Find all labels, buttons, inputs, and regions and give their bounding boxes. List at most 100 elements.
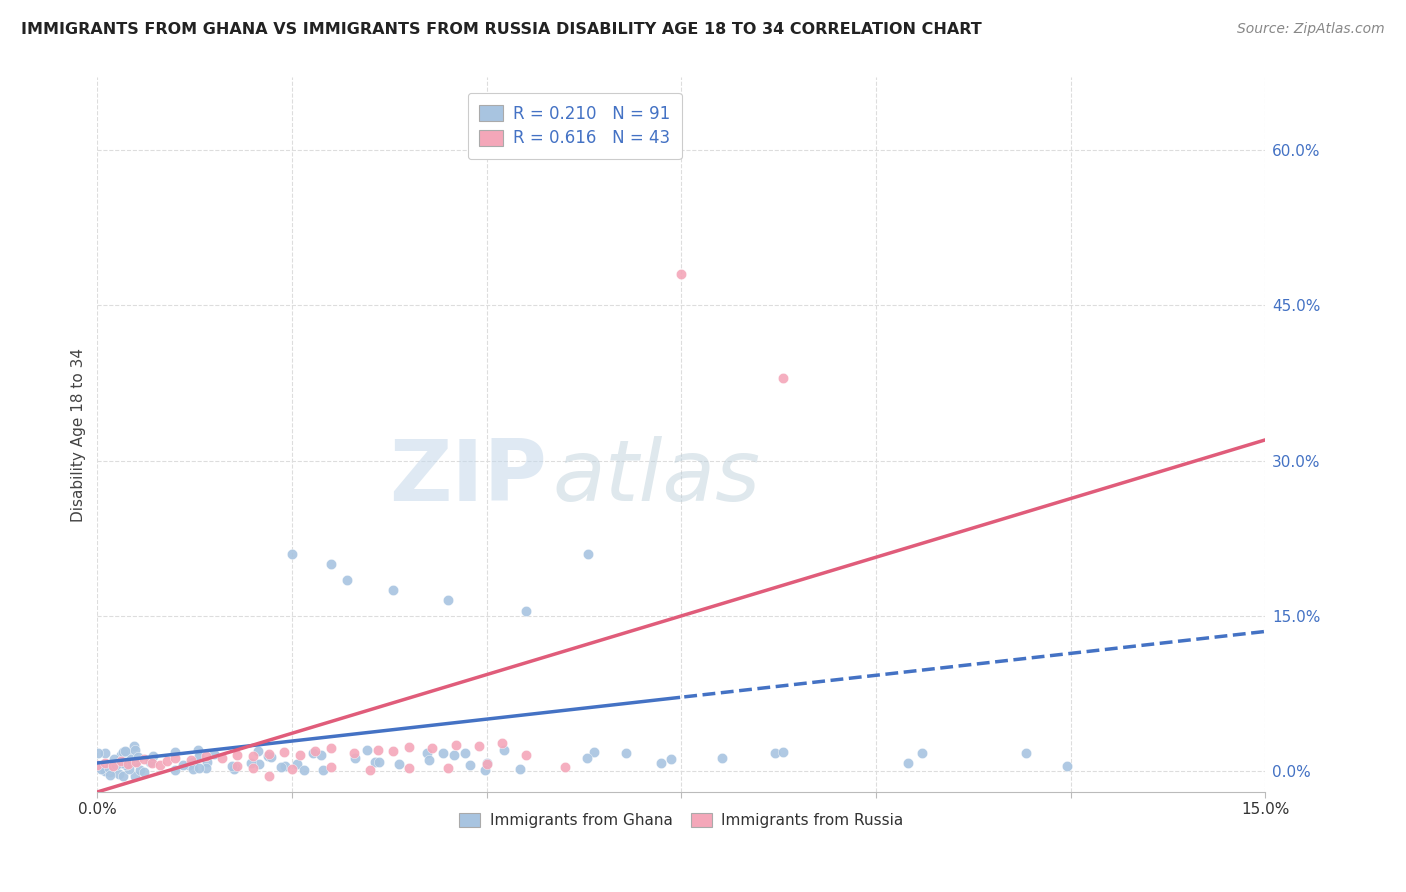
Point <box>110 747 132 762</box>
Point <box>772 370 794 384</box>
Point <box>117 757 139 772</box>
Point <box>420 741 443 756</box>
Point <box>180 753 202 767</box>
Point <box>114 743 136 757</box>
Point <box>509 762 531 776</box>
Point <box>319 741 342 756</box>
Y-axis label: Disability Age 18 to 34: Disability Age 18 to 34 <box>72 348 86 522</box>
Point <box>247 757 270 772</box>
Point <box>103 752 125 766</box>
Point <box>211 751 233 765</box>
Point <box>911 746 934 760</box>
Point <box>127 750 149 764</box>
Point <box>163 763 186 777</box>
Point <box>436 593 458 607</box>
Point <box>247 744 270 758</box>
Point <box>114 757 136 772</box>
Point <box>188 762 211 776</box>
Point <box>288 747 311 762</box>
Point <box>515 747 537 762</box>
Point <box>343 746 366 760</box>
Point <box>257 769 280 783</box>
Point <box>659 752 682 766</box>
Point <box>454 746 477 760</box>
Point <box>474 763 496 777</box>
Point <box>124 755 146 769</box>
Point <box>356 743 378 757</box>
Point <box>120 752 142 766</box>
Point <box>711 751 734 765</box>
Text: Source: ZipAtlas.com: Source: ZipAtlas.com <box>1237 22 1385 37</box>
Point <box>108 767 131 781</box>
Point <box>763 746 786 760</box>
Point <box>129 764 152 778</box>
Point <box>195 755 218 769</box>
Point <box>111 756 134 770</box>
Point <box>285 757 308 772</box>
Point <box>221 759 243 773</box>
Point <box>104 758 127 772</box>
Point <box>240 756 263 770</box>
Point <box>98 768 121 782</box>
Point <box>388 756 411 771</box>
Point <box>302 747 325 761</box>
Point <box>177 757 200 772</box>
Point <box>132 752 155 766</box>
Text: IMMIGRANTS FROM GHANA VS IMMIGRANTS FROM RUSSIA DISABILITY AGE 18 TO 34 CORRELAT: IMMIGRANTS FROM GHANA VS IMMIGRANTS FROM… <box>21 22 981 37</box>
Point <box>142 748 165 763</box>
Point <box>304 743 326 757</box>
Point <box>101 759 124 773</box>
Point <box>195 748 218 763</box>
Point <box>124 743 146 757</box>
Point <box>416 746 439 760</box>
Point <box>367 755 389 769</box>
Point <box>260 750 283 764</box>
Point <box>156 754 179 768</box>
Point <box>94 746 117 760</box>
Point <box>443 747 465 762</box>
Point <box>181 756 204 770</box>
Point <box>118 762 141 776</box>
Point <box>614 747 637 761</box>
Point <box>187 743 209 757</box>
Point <box>554 760 576 774</box>
Point <box>122 739 145 753</box>
Point <box>202 747 225 761</box>
Point <box>124 769 146 783</box>
Point <box>359 763 381 777</box>
Point <box>172 757 194 772</box>
Point <box>367 742 389 756</box>
Point <box>194 761 217 775</box>
Legend: Immigrants from Ghana, Immigrants from Russia: Immigrants from Ghana, Immigrants from R… <box>453 806 910 834</box>
Point <box>772 745 794 759</box>
Point <box>257 749 280 764</box>
Point <box>492 743 515 757</box>
Point <box>468 739 491 754</box>
Point <box>281 762 304 776</box>
Point <box>382 743 405 757</box>
Text: ZIP: ZIP <box>389 436 547 519</box>
Point <box>98 761 121 775</box>
Point <box>149 758 172 772</box>
Point <box>671 267 693 281</box>
Point <box>311 764 333 778</box>
Point <box>515 604 537 618</box>
Point <box>93 764 115 779</box>
Point <box>110 754 132 768</box>
Point <box>226 759 249 773</box>
Point <box>458 758 481 772</box>
Point <box>226 747 249 762</box>
Text: atlas: atlas <box>553 436 761 519</box>
Point <box>111 745 134 759</box>
Point <box>364 755 387 769</box>
Point <box>444 739 467 753</box>
Point <box>86 746 108 760</box>
Point <box>650 756 672 770</box>
Point <box>1056 758 1078 772</box>
Point <box>273 745 295 759</box>
Point <box>432 746 454 760</box>
Point <box>436 761 458 775</box>
Point <box>111 769 134 783</box>
Point <box>319 760 342 774</box>
Point <box>576 547 599 561</box>
